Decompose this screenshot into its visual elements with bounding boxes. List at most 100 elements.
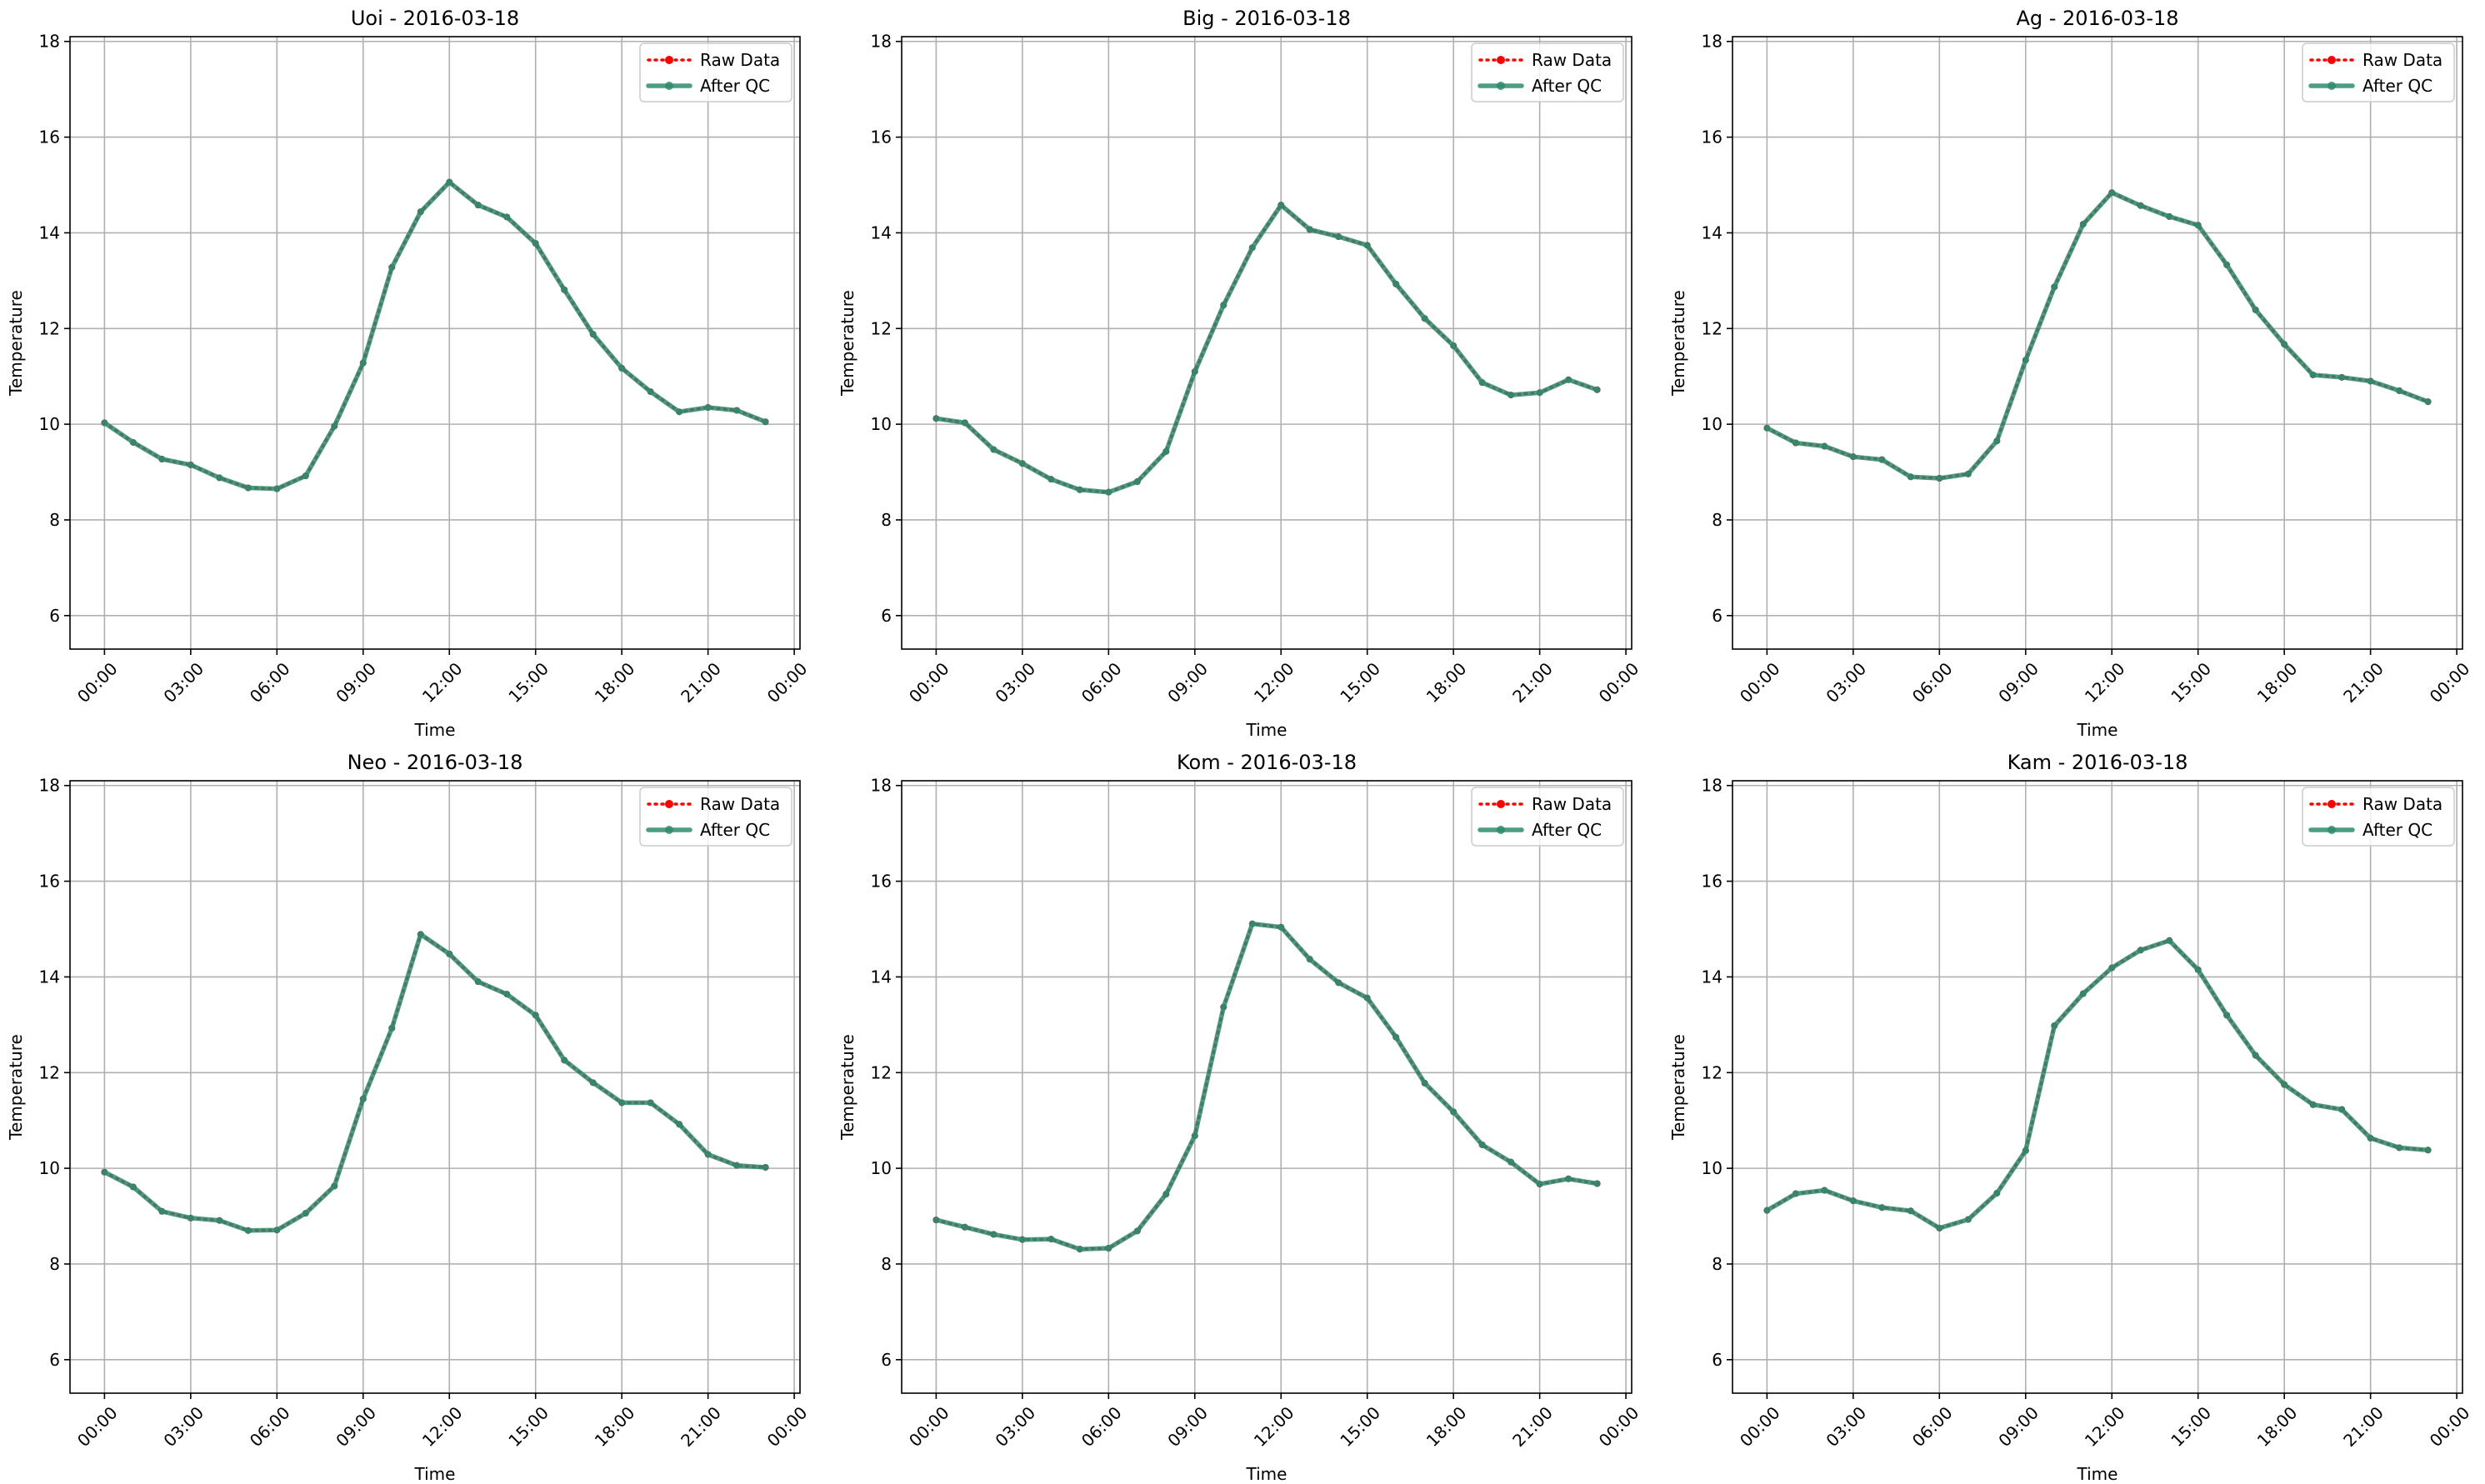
data-point — [2424, 1147, 2432, 1154]
data-point — [2252, 1052, 2259, 1059]
x-tick-label: 18:00 — [2253, 1402, 2302, 1451]
data-point — [1565, 376, 1572, 383]
data-point — [1536, 1181, 1543, 1188]
y-axis-label: Temperature — [1668, 290, 1688, 397]
legend-marker — [2328, 82, 2336, 90]
data-point — [2022, 1147, 2029, 1154]
data-point — [2079, 990, 2087, 997]
y-tick-label: 12 — [871, 318, 892, 338]
legend: Raw Data After QC — [2302, 42, 2455, 102]
series-line-raw-data — [934, 922, 1599, 1251]
x-tick-label: 00:00 — [763, 1402, 812, 1451]
x-axis-label: Time — [2077, 1464, 2118, 1484]
legend-label: After QC — [1532, 76, 1602, 96]
data-point — [1478, 1141, 1486, 1148]
y-tick-label: 16 — [39, 127, 60, 147]
data-point — [1133, 1227, 1141, 1235]
x-tick-label: 18:00 — [1422, 658, 1471, 707]
x-tick-label: 21:00 — [677, 1402, 725, 1451]
chart-title: Ag - 2016-03-18 — [2016, 7, 2178, 30]
y-axis-label: Temperature — [6, 1034, 26, 1141]
y-axis-label: Temperature — [838, 1034, 858, 1141]
x-tick-label: 00:00 — [1736, 1402, 1784, 1451]
data-point — [2079, 221, 2087, 228]
x-tick-label: 18:00 — [1422, 1402, 1471, 1451]
y-tick-label: 6 — [1712, 606, 1722, 626]
y-tick-label: 18 — [39, 32, 60, 52]
legend-label: Raw Data — [2362, 794, 2442, 814]
data-point — [331, 1182, 338, 1190]
data-point — [129, 438, 137, 446]
data-point — [1191, 367, 1198, 375]
x-tick-label: 06:00 — [246, 1402, 294, 1451]
x-tick-label: 12:00 — [418, 658, 467, 707]
y-tick-label: 14 — [39, 967, 60, 987]
data-point — [1878, 456, 1886, 463]
legend-marker — [1497, 826, 1505, 834]
data-point — [733, 407, 741, 414]
data-point — [2194, 966, 2202, 973]
y-axis-label: Temperature — [6, 290, 26, 397]
x-axis-label: Time — [414, 1464, 456, 1484]
chart-title: Big - 2016-03-18 — [1182, 7, 1351, 30]
legend-marker — [2328, 800, 2336, 808]
data-point — [762, 1163, 769, 1171]
chart-panel-0: 00:00 03:00 06:00 09:00 12:00 15:00 18:00 21:00… — [6, 7, 811, 740]
y-tick-label: 6 — [1712, 1350, 1722, 1370]
data-point — [359, 359, 367, 367]
data-point — [1248, 244, 1256, 252]
data-point — [2051, 283, 2058, 291]
data-point — [388, 1024, 396, 1032]
data-point — [1278, 923, 1285, 931]
data-point — [647, 388, 654, 396]
data-point — [561, 286, 568, 293]
data-point — [932, 1217, 940, 1224]
data-point — [2281, 341, 2288, 348]
data-point — [446, 178, 453, 186]
x-tick-label: 21:00 — [2339, 658, 2388, 707]
data-point — [474, 978, 482, 986]
x-tick-label: 18:00 — [2253, 658, 2302, 707]
legend: Raw Data After QC — [639, 42, 792, 102]
x-tick-label: 06:00 — [1078, 658, 1126, 707]
data-point — [187, 1214, 194, 1222]
x-tick-label: 03:00 — [1822, 658, 1870, 707]
x-tick-label: 00:00 — [1595, 658, 1643, 707]
data-point — [359, 1095, 367, 1102]
data-point — [302, 1210, 309, 1217]
data-point — [1792, 1190, 1799, 1197]
series-line-after-qc — [933, 202, 1600, 495]
data-point — [1907, 473, 1914, 481]
y-tick-label: 16 — [39, 872, 60, 892]
data-point — [158, 1207, 166, 1215]
data-point — [589, 1079, 597, 1087]
y-tick-label: 6 — [49, 606, 60, 626]
data-point — [1048, 1236, 1055, 1243]
series-line-raw-data — [1765, 191, 2430, 480]
data-point — [446, 950, 453, 957]
legend-label: After QC — [700, 76, 770, 96]
x-axis-label: Time — [414, 720, 456, 740]
chart-title: Kam - 2016-03-18 — [2008, 751, 2188, 774]
data-point — [1220, 302, 1228, 309]
data-point — [2108, 189, 2116, 197]
chart-panel-3: 00:00 03:00 06:00 09:00 12:00 15:00 18:00 21:00… — [6, 751, 811, 1484]
data-point — [244, 484, 252, 492]
data-point — [2022, 357, 2029, 364]
x-tick-label: 06:00 — [1908, 1402, 1957, 1451]
y-axis-label: Temperature — [838, 290, 858, 397]
legend-marker — [2328, 826, 2336, 834]
legend-label: After QC — [2362, 820, 2432, 840]
y-tick-label: 18 — [39, 776, 60, 796]
y-tick-label: 6 — [49, 1350, 60, 1370]
legend: Raw Data After QC — [1471, 42, 1624, 102]
data-point — [1478, 379, 1486, 387]
y-tick-label: 14 — [1702, 967, 1722, 987]
legend: Raw Data After QC — [2302, 787, 2455, 847]
chart-title: Neo - 2016-03-18 — [348, 751, 523, 774]
data-point — [2309, 1101, 2317, 1108]
y-tick-label: 10 — [871, 1158, 892, 1178]
x-tick-label: 03:00 — [1822, 1402, 1870, 1451]
data-point — [704, 1151, 712, 1158]
